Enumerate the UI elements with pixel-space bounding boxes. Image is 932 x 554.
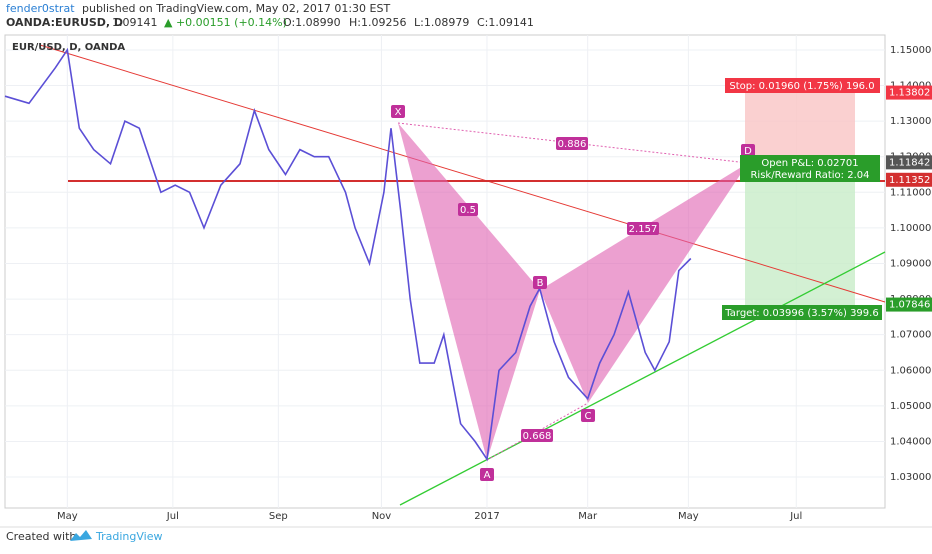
label-bg (581, 409, 595, 422)
pattern-bcd (540, 163, 748, 403)
price-badge-label: 1.11842 (889, 157, 930, 168)
symbol: OANDA:EURUSD, D (6, 16, 123, 29)
ratio-bg (556, 137, 588, 150)
x-tick-label: Sep (269, 511, 288, 522)
x-tick-label: Nov (372, 511, 392, 522)
ratio-bg (458, 203, 478, 216)
rr-label: Risk/Reward Ratio: 2.04 (750, 170, 869, 181)
price-badge (886, 85, 932, 100)
y-tick-label: 1.04000 (890, 436, 931, 447)
point-label: X (395, 107, 402, 118)
support-line (399, 251, 886, 506)
pnl-label: Open P&L: 0.02701 (761, 158, 858, 169)
y-tick-label: 1.03000 (890, 472, 931, 483)
y-tick-label: 1.10000 (890, 223, 931, 234)
ratio-label: 0.886 (558, 139, 587, 150)
pattern-xab (398, 123, 540, 460)
close: C:1.09141 (477, 16, 534, 29)
price-badge-label: 1.11352 (889, 175, 930, 186)
open: O:1.08990 (283, 16, 341, 29)
legend: EUR/USD, D, OANDA (12, 42, 125, 53)
price-badge-label: 1.07846 (889, 300, 930, 311)
y-tick-label: 1.05000 (890, 401, 931, 412)
ratio-label: 0.668 (523, 431, 552, 442)
x-tick-label: Mar (578, 511, 598, 522)
price-badge-label: 1.13802 (889, 88, 930, 99)
y-tick-label: 1.06000 (890, 365, 931, 376)
plot-frame (4, 34, 886, 509)
last: 1.09141 (112, 16, 158, 29)
point-label: D (744, 146, 752, 157)
target-box (722, 305, 882, 320)
logo (70, 530, 92, 541)
x-tick-label: Jul (166, 511, 179, 522)
author: fender0strat (6, 2, 75, 15)
footer-brand: TradingView (95, 530, 162, 543)
label-bg (480, 468, 494, 481)
change: ▲ +0.00151 (+0.14%) (164, 16, 287, 29)
x-tick-label: May (57, 511, 78, 522)
x-tick-label: 2017 (474, 511, 499, 522)
price-badge (886, 155, 932, 170)
ratio-bg (521, 429, 553, 442)
price-badge (886, 172, 932, 187)
stop-box (725, 78, 880, 93)
y-tick-label: 1.07000 (890, 330, 931, 341)
trend-line (39, 44, 886, 303)
published: published on TradingView.com, May 02, 20… (82, 2, 390, 15)
label-bg (533, 276, 547, 289)
high: H:1.09256 (349, 16, 406, 29)
pnl-box (740, 155, 880, 182)
y-tick-label: 1.13000 (890, 116, 931, 127)
target-label: Target: 0.03996 (3.57%) 399.6 (724, 308, 878, 319)
ratio-label: 0.5 (460, 205, 476, 216)
y-tick-label: 1.15000 (890, 45, 931, 56)
x-tick-label: May (678, 511, 699, 522)
price-line (4, 47, 692, 462)
ratio-bg (627, 222, 659, 235)
low: L:1.08979 (414, 16, 469, 29)
price-badge (886, 297, 932, 312)
point-label: B (537, 278, 544, 289)
point-label: C (585, 411, 592, 422)
label-bg (391, 105, 405, 118)
y-tick-label: 1.09000 (890, 258, 931, 269)
y-tick-label: 1.11000 (890, 187, 931, 198)
x-tick-label: Jul (789, 511, 802, 522)
target-zone (745, 172, 855, 306)
ratio-label: 2.157 (629, 224, 658, 235)
label-bg (741, 144, 755, 157)
point-label: A (484, 470, 491, 481)
footer-created: Created with (6, 530, 76, 543)
stop-label: Stop: 0.01960 (1.75%) 196.0 (729, 81, 874, 92)
